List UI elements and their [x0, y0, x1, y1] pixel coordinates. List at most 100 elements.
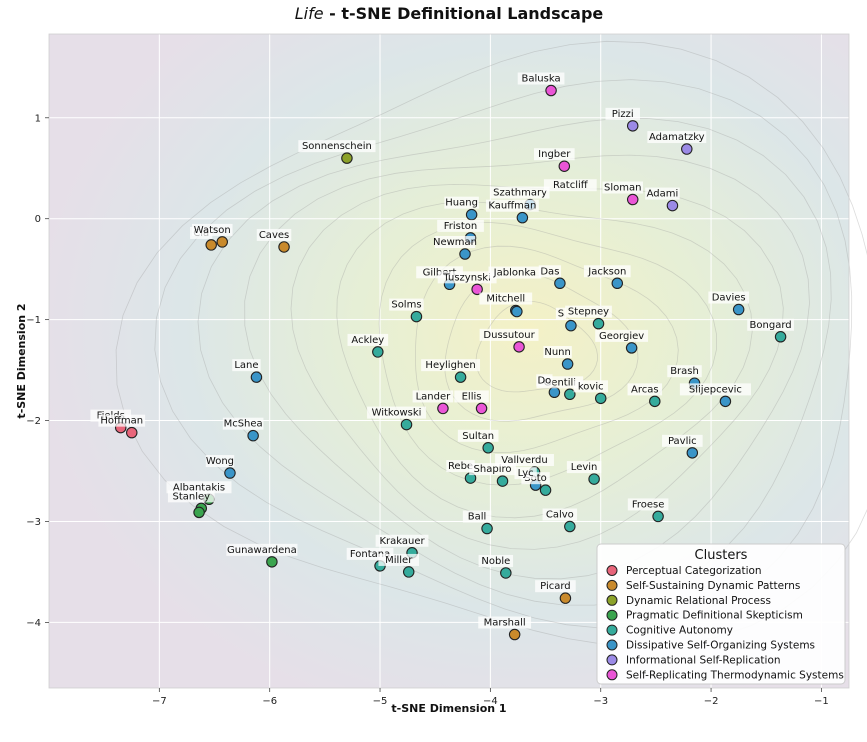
data-point: [539, 484, 552, 496]
point-label-bg: [647, 131, 707, 144]
point-label: Heylighen: [425, 360, 475, 371]
point-label: Fontana: [350, 549, 390, 560]
point-label-bg: [478, 616, 532, 629]
data-point: [611, 277, 624, 290]
data-point: [437, 402, 449, 415]
point-label-bg: [222, 417, 264, 430]
data-point: [558, 160, 571, 172]
point-label: Pavlic: [668, 436, 697, 447]
point-label: Noble: [481, 556, 510, 567]
data-point: [205, 239, 217, 251]
data-point: [500, 567, 512, 579]
point-label-bg: [437, 219, 484, 232]
data-point: [481, 522, 493, 535]
point-label: Ackley: [351, 335, 384, 346]
point-label: Georgiev: [599, 331, 644, 342]
point-label-bg: [378, 553, 420, 566]
y-ticks: 1 0 −1 −2 −3 −4: [26, 113, 49, 629]
point-label: Sultan: [462, 431, 494, 442]
data-point: [247, 429, 259, 442]
point-label: Shapiro: [474, 464, 512, 475]
data-point: [341, 152, 353, 164]
legend-entry: Self-Sustaining Dynamic Patterns: [626, 580, 800, 592]
title-italic: Life: [295, 4, 324, 23]
point-label: Adamatzky: [649, 132, 705, 143]
data-point: [625, 342, 638, 354]
point-label-bg: [437, 271, 497, 284]
legend-entry: Cognitive Autonomy: [626, 625, 733, 637]
x-tick-label: −3: [593, 696, 608, 707]
data-point: [224, 467, 236, 479]
point-label: Dussutour: [483, 330, 535, 341]
grid: [49, 34, 849, 688]
legend-marker: [606, 609, 618, 621]
point-label: Jablonka: [493, 268, 536, 279]
data-point: [250, 371, 263, 383]
point-label: Rebe: [448, 461, 473, 472]
point-label: Stanley: [172, 491, 210, 502]
point-label-bg: [232, 359, 261, 372]
legend-entry: Perceptual Categorization: [626, 565, 762, 577]
point-label-bg: [583, 265, 631, 278]
point-label: Froese: [632, 499, 665, 510]
point-label-bg: [457, 429, 499, 442]
point-label-bg: [462, 510, 492, 523]
point-label-bg: [667, 365, 702, 378]
data-point: [774, 331, 787, 343]
point-label-bg: [534, 148, 575, 161]
point-label-bg: [434, 236, 476, 249]
point-label-bg: [595, 329, 649, 342]
data-point: [649, 395, 661, 408]
point-label-bg: [535, 580, 576, 593]
point-label-bg: [565, 305, 612, 318]
point-label: Bongard: [750, 320, 792, 331]
point-label: Tuszynski: [442, 272, 490, 283]
point-label: Do: [537, 375, 551, 386]
data-point: [516, 211, 529, 224]
chart-title: Life - t-SNE Definitional Landscape: [295, 4, 604, 23]
point-label: Arcas: [631, 384, 659, 395]
point-label: Das: [540, 266, 559, 277]
data-point: [554, 277, 566, 290]
data-point: [193, 506, 205, 519]
legend-box: [596, 543, 846, 685]
data-point: [496, 475, 509, 487]
x-axis-label: t-SNE Dimension 1: [391, 702, 506, 715]
point-label-bg: [478, 554, 514, 567]
point-label: Pizzi: [612, 109, 634, 120]
data-point: [216, 236, 228, 248]
data-point: [454, 371, 467, 383]
data-point: [402, 566, 415, 578]
point-label: Picard: [540, 581, 571, 592]
point-label: Stepney: [568, 307, 609, 318]
density-contour: [244, 154, 810, 580]
y-tick-label: −4: [26, 618, 41, 629]
point-label: S: [558, 309, 564, 320]
point-label-bg: [454, 390, 489, 403]
point-label-bg: [747, 318, 794, 331]
legend-entry: Dynamic Relational Process: [626, 595, 771, 607]
data-point: [592, 317, 605, 330]
data-point: [626, 193, 639, 206]
point-labels: FieldsHoffmanCiaWatsonCavesPicardMarshal…: [90, 72, 794, 629]
point-label: Gentili: [544, 377, 577, 388]
data-point: [559, 592, 572, 604]
legend-marker: [606, 594, 618, 606]
point-label-bg: [421, 359, 481, 372]
data-point: [594, 392, 607, 405]
density-contour: [336, 201, 753, 519]
y-axis-label: t-SNE Dimension 2: [15, 303, 28, 418]
point-label-bg: [627, 498, 669, 511]
point-label: Kauffman: [488, 201, 536, 212]
point-label-bg: [98, 414, 146, 427]
data-point: [626, 120, 639, 132]
point-label: Solms: [391, 300, 421, 311]
point-label: Hoffman: [100, 416, 143, 427]
data-point: [471, 283, 483, 296]
point-label: Ratcliff: [553, 180, 589, 191]
legend-marker: [606, 624, 618, 636]
point-label: Miller: [385, 555, 413, 566]
data-point: [410, 310, 423, 323]
data-point: [564, 520, 576, 533]
